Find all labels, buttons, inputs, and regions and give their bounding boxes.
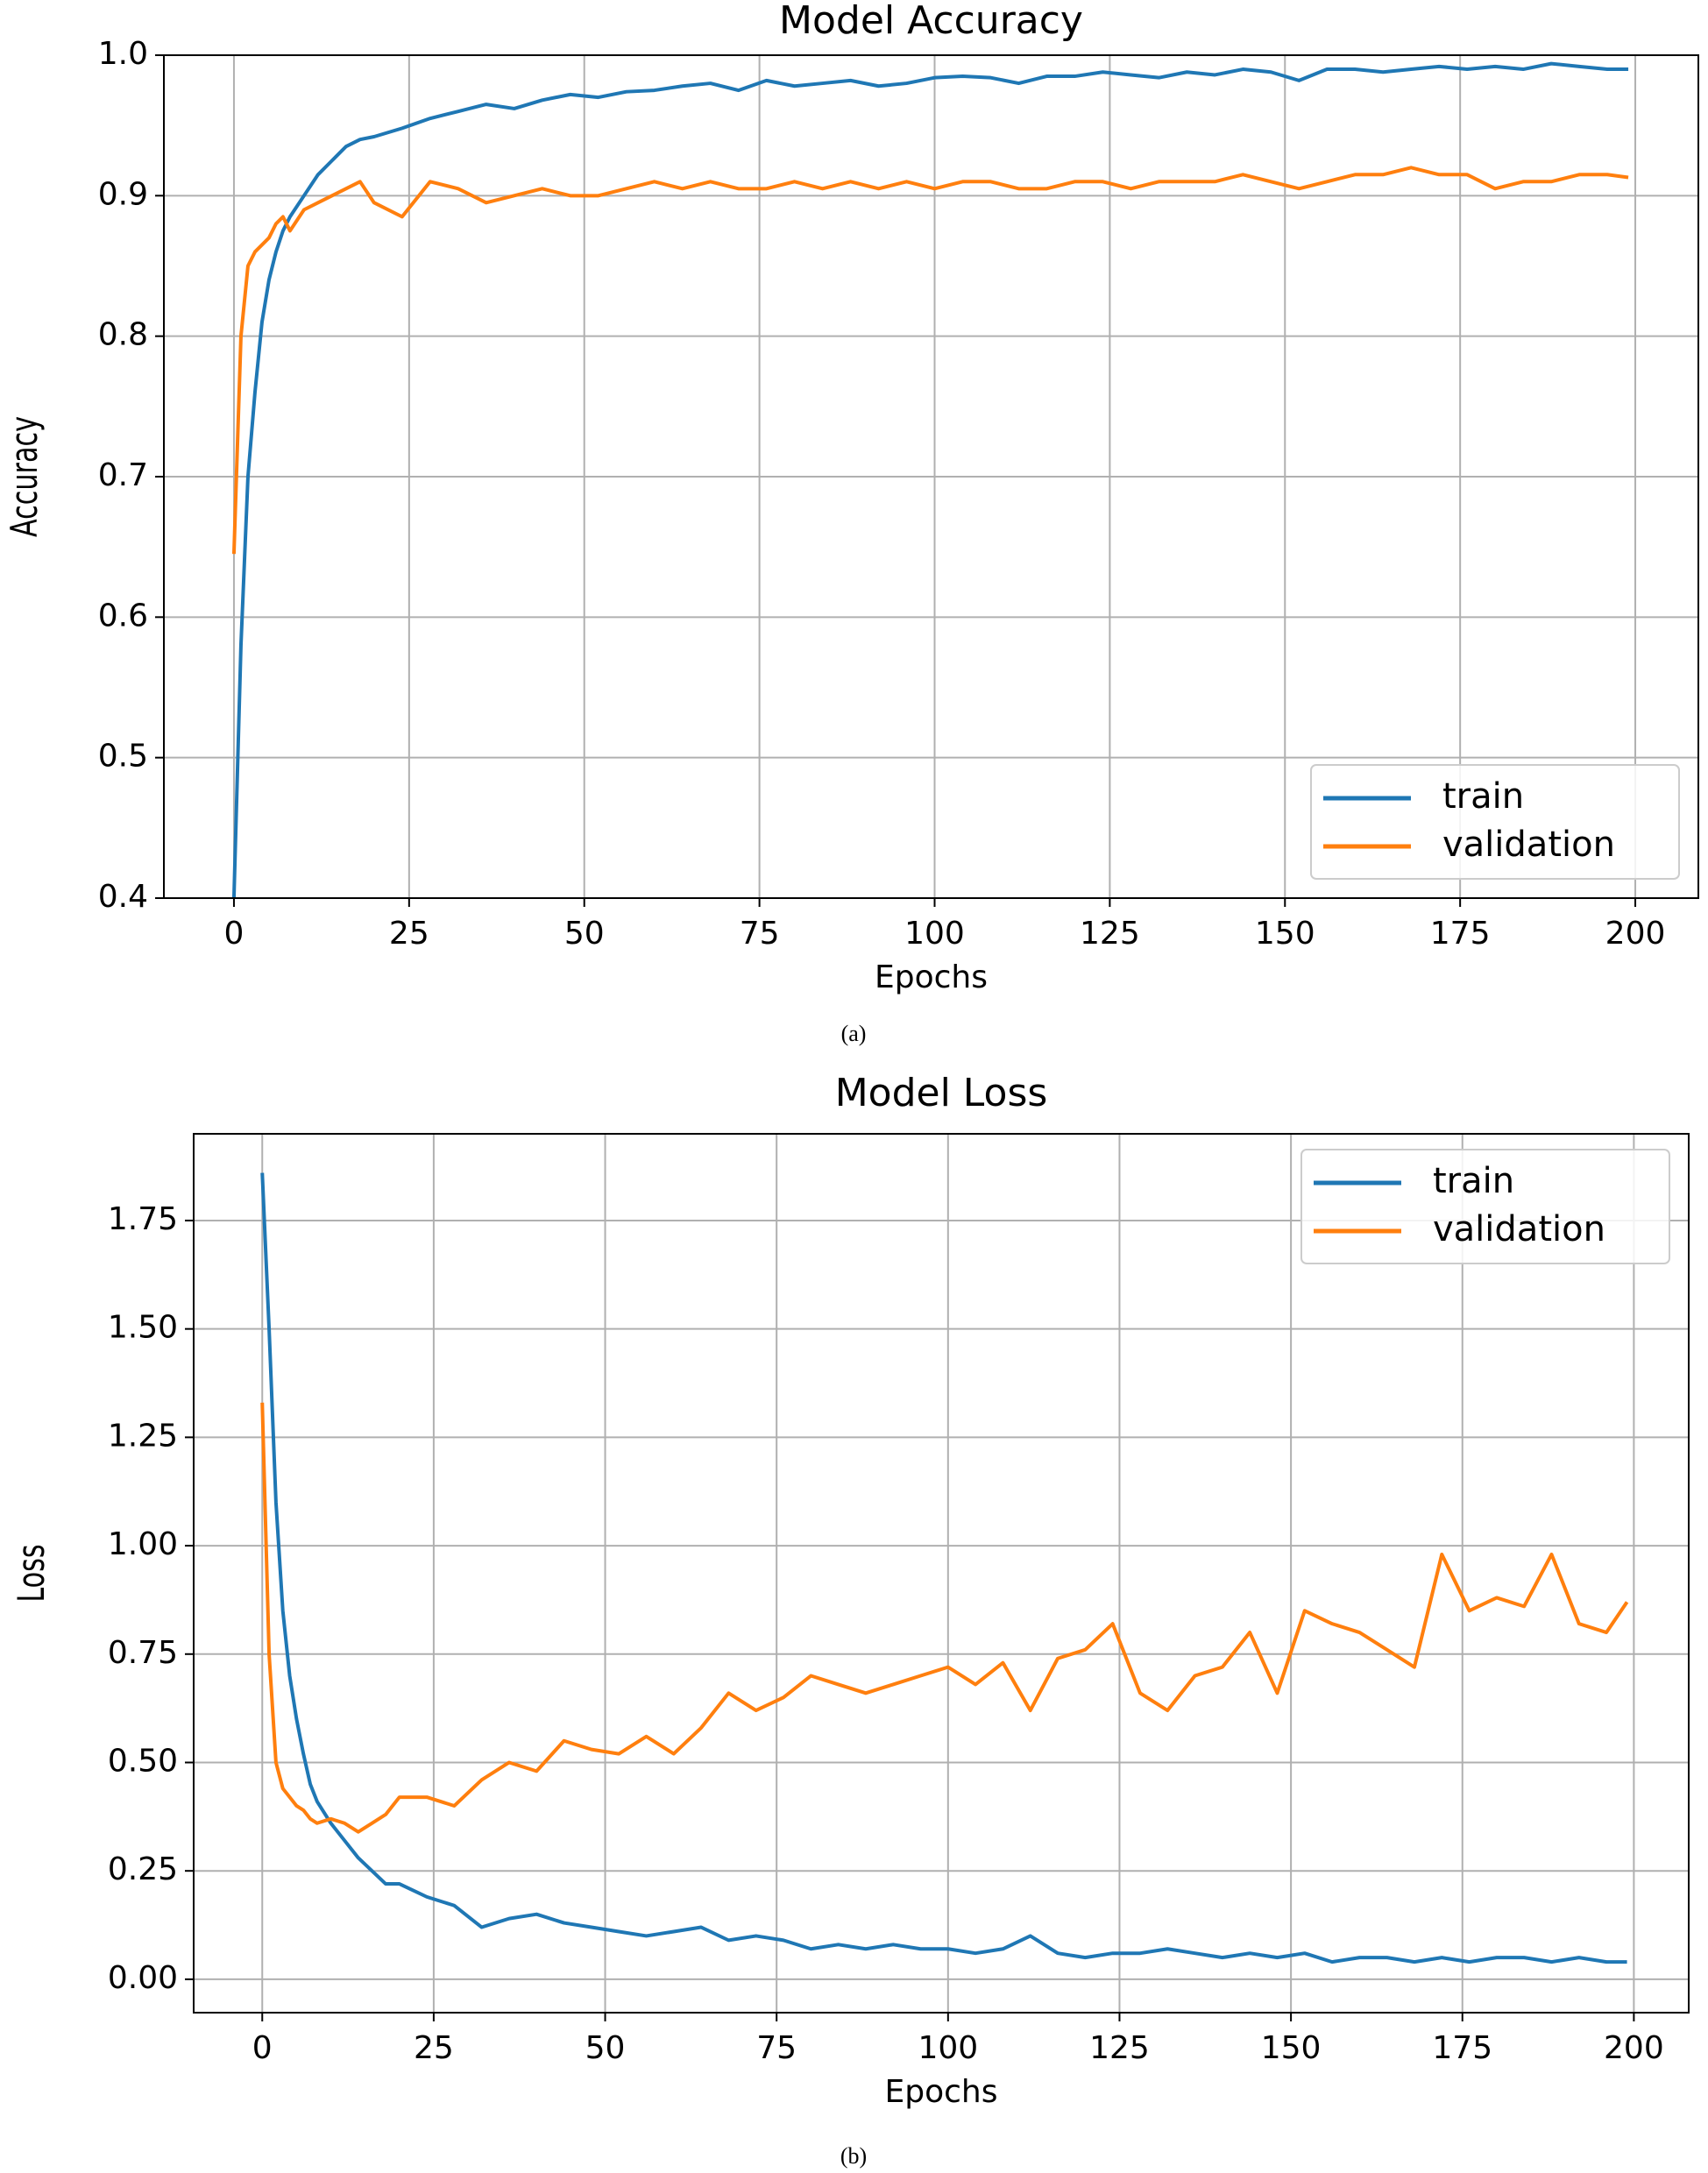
series-line xyxy=(231,61,1629,898)
series-line xyxy=(231,166,1629,555)
y-tick-label: 0.7 xyxy=(98,457,148,493)
x-tick-label: 25 xyxy=(389,916,429,952)
x-axis-label: Epochs xyxy=(885,2074,998,2110)
x-tick-label: 150 xyxy=(1261,2030,1322,2066)
axes-frame xyxy=(163,54,1699,899)
legend-label: train xyxy=(1433,1161,1514,1201)
x-tick-label: 25 xyxy=(414,2030,454,2066)
x-tick-label: 50 xyxy=(564,916,605,952)
x-tick-label: 175 xyxy=(1430,916,1491,952)
axes-frame xyxy=(193,1133,1690,2014)
y-tick-label: 0.00 xyxy=(108,1960,178,1996)
x-axis-label: Epochs xyxy=(875,959,988,995)
y-tick-label: 0.6 xyxy=(98,598,148,633)
y-tick-label: 0.50 xyxy=(108,1743,178,1779)
y-axis-label: Accuracy xyxy=(3,416,46,537)
series-line xyxy=(260,1172,1627,1964)
y-tick-label: 1.75 xyxy=(108,1201,178,1237)
y-tick-label: 0.4 xyxy=(98,879,148,915)
x-tick-label: 175 xyxy=(1432,2030,1492,2066)
caption: (a) xyxy=(841,1021,867,1046)
legend-label: validation xyxy=(1442,825,1615,865)
y-tick-label: 1.0 xyxy=(98,36,148,72)
x-tick-label: 75 xyxy=(740,916,780,952)
x-tick-label: 100 xyxy=(904,916,965,952)
x-tick-label: 0 xyxy=(252,2030,273,2066)
y-tick-label: 0.9 xyxy=(98,176,148,212)
chart-title: Model Loss xyxy=(835,1071,1048,1115)
y-tick-label: 1.00 xyxy=(108,1526,178,1562)
x-tick-label: 75 xyxy=(756,2030,797,2066)
x-tick-label: 150 xyxy=(1255,916,1315,952)
chart-title: Model Accuracy xyxy=(779,0,1083,43)
legend-label: train xyxy=(1442,776,1524,817)
x-tick-label: 125 xyxy=(1089,2030,1150,2066)
y-tick-label: 0.8 xyxy=(98,317,148,353)
x-tick-label: 200 xyxy=(1604,2030,1664,2066)
x-tick-label: 0 xyxy=(224,916,245,952)
y-tick-label: 0.75 xyxy=(108,1635,178,1671)
x-tick-label: 200 xyxy=(1605,916,1666,952)
y-tick-label: 1.25 xyxy=(108,1418,178,1454)
y-tick-label: 1.50 xyxy=(108,1310,178,1346)
y-tick-label: 0.5 xyxy=(98,739,148,775)
x-tick-label: 50 xyxy=(585,2030,626,2066)
x-tick-label: 125 xyxy=(1080,916,1140,952)
series-line xyxy=(260,1402,1629,1834)
y-axis-label: Loss xyxy=(10,1544,53,1602)
legend-label: validation xyxy=(1433,1209,1605,1249)
x-tick-label: 100 xyxy=(918,2030,978,2066)
legend-box xyxy=(1300,1149,1670,1264)
caption: (b) xyxy=(840,2143,867,2169)
legend-box xyxy=(1310,764,1680,880)
y-tick-label: 0.25 xyxy=(108,1851,178,1887)
